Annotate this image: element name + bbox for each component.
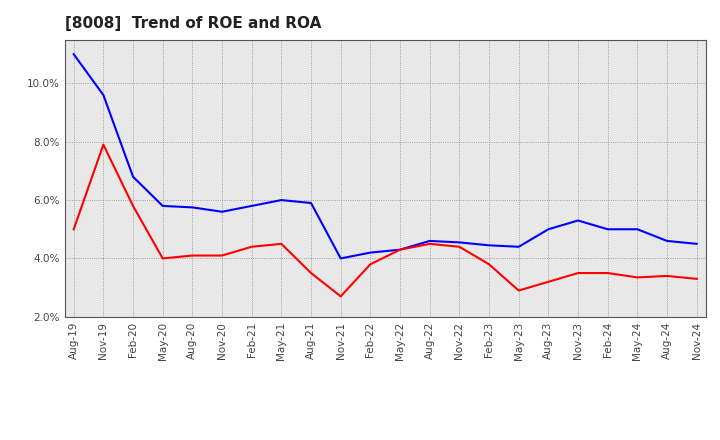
ROE [188,253,197,258]
Line: ROE: ROE [73,145,697,297]
ROE [603,271,612,276]
ROA [129,174,138,180]
ROE [514,288,523,293]
ROE [307,271,315,276]
ROE [396,247,405,252]
ROE [366,262,374,267]
ROA [69,51,78,57]
ROA [188,205,197,210]
ROA [158,203,167,209]
ROA [455,240,464,245]
ROA [277,198,286,203]
ROE [99,142,108,147]
ROE [485,262,493,267]
ROE [336,294,345,299]
ROA [307,200,315,205]
ROE [217,253,226,258]
ROE [574,271,582,276]
ROA [396,247,405,252]
ROA [544,227,553,232]
ROE [544,279,553,284]
ROE [633,275,642,280]
ROE [277,241,286,246]
ROA [99,92,108,98]
ROA [426,238,434,244]
ROE [426,241,434,246]
ROE [455,244,464,249]
ROE [662,273,671,279]
ROA [662,238,671,244]
ROA [366,250,374,255]
ROA [217,209,226,214]
ROA [336,256,345,261]
ROA [633,227,642,232]
ROE [158,256,167,261]
ROA [574,218,582,223]
ROA [603,227,612,232]
ROE [69,227,78,232]
ROA [485,243,493,248]
ROE [693,276,701,282]
ROE [129,203,138,209]
ROE [248,244,256,249]
ROA [693,241,701,246]
Text: [8008]  Trend of ROE and ROA: [8008] Trend of ROE and ROA [65,16,321,32]
ROA [248,203,256,209]
ROA [514,244,523,249]
Line: ROA: ROA [73,54,697,258]
